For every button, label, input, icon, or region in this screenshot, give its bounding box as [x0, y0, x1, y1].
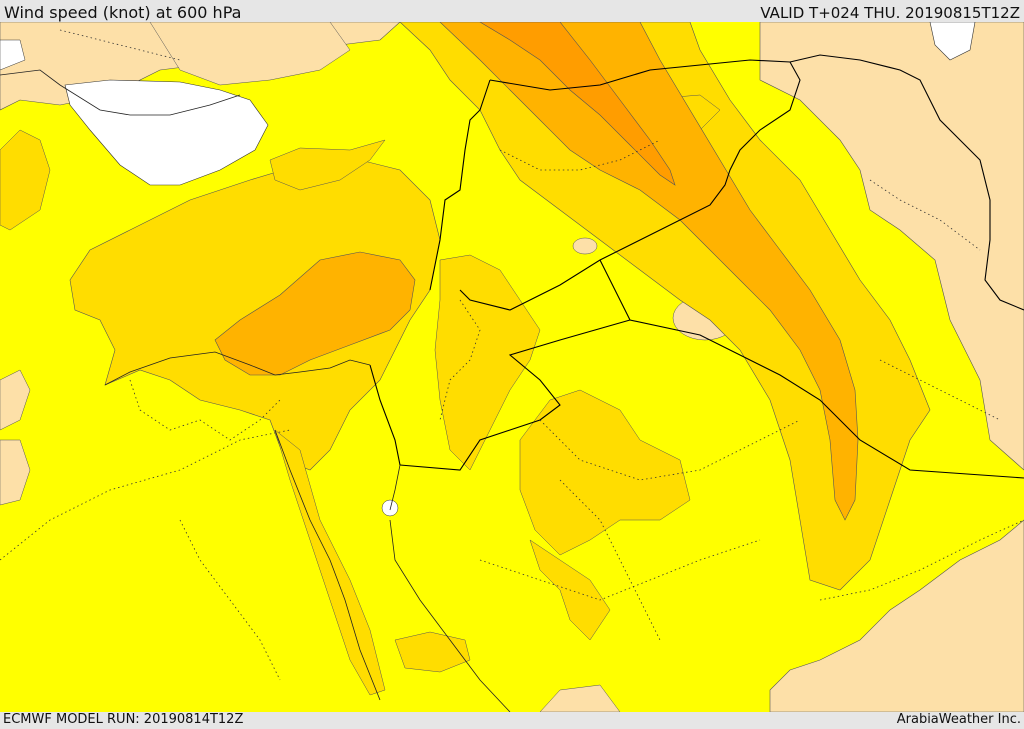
wind-band-mid-levant — [434, 254, 541, 471]
small-lake — [381, 499, 399, 517]
wind-band-lowest-turkey-south — [149, 22, 351, 86]
wind-band-lowest-northeast — [759, 22, 1024, 471]
wind-band-mid-red-sea — [274, 429, 386, 696]
valid-time: VALID T+024 THU. 20190815T12Z — [760, 4, 1020, 22]
wind-band-lowest-southwest — [0, 439, 31, 506]
wind-band-lowest-southeast — [769, 519, 1024, 712]
wind-speed-map[interactable] — [0, 22, 1024, 712]
wind-band-mid-jet-corridor — [399, 22, 931, 591]
wind-band-lowest-jordan-patch — [572, 237, 598, 255]
wind-band-mid-arabia — [519, 389, 691, 556]
province-boundaries — [0, 29, 1024, 681]
credit-label: ArabiaWeather Inc. — [896, 712, 1021, 727]
marmara-lake — [0, 39, 26, 71]
wind-band-mid-cyprus — [269, 139, 386, 191]
wind-band-high-jet-corridor — [439, 22, 859, 521]
wind-band-lowest-bottom — [539, 684, 621, 712]
map-title: Wind speed (knot) at 600 hPa — [4, 3, 242, 22]
wind-band-highest-jet-core — [479, 22, 676, 186]
black-sea-lake — [64, 79, 269, 186]
coastlines — [0, 69, 511, 712]
wind-band-lowest-west — [0, 369, 31, 431]
wind-band-mid-west — [0, 129, 51, 231]
map-canvas — [0, 22, 1024, 712]
model-run-label: ECMWF MODEL RUN: 20190814T12Z — [3, 712, 244, 727]
caspian-sea-lake — [929, 22, 976, 61]
country-borders — [369, 54, 1024, 479]
wind-band-high-mediterranean — [214, 251, 416, 376]
header-bar: Wind speed (knot) at 600 hPa VALID T+024… — [0, 0, 1024, 22]
footer-bar: ECMWF MODEL RUN: 20190814T12Z ArabiaWeat… — [0, 712, 1024, 729]
